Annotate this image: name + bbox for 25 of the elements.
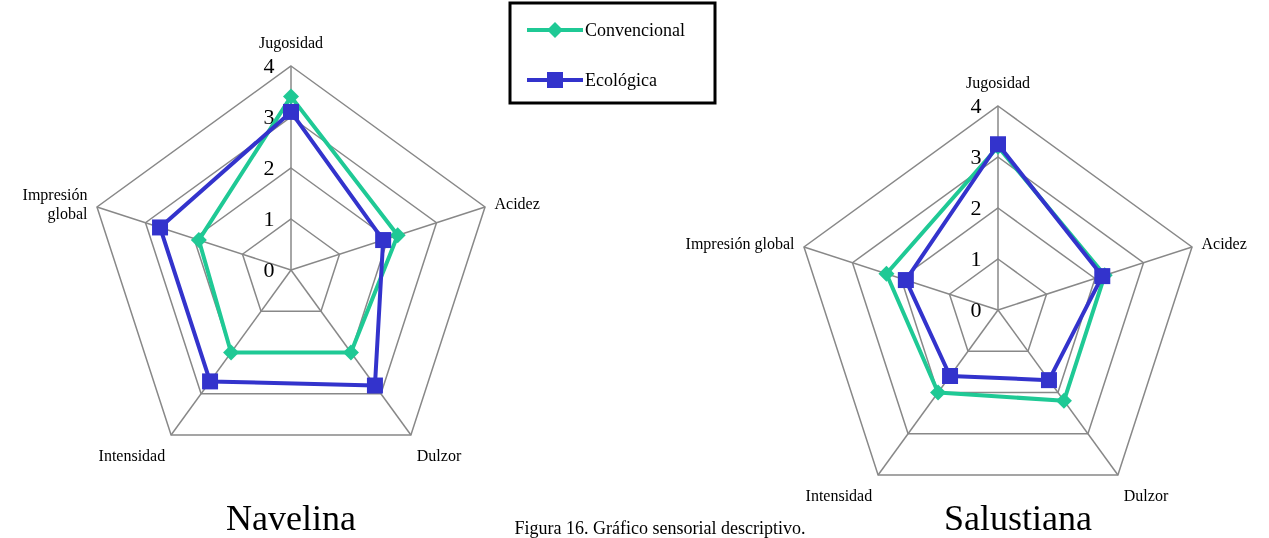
y-tick-label: 2 <box>263 155 275 180</box>
spoke-label: Intensidad <box>98 447 166 465</box>
spoke-label: Dulzor <box>416 447 462 465</box>
y-tick-label: 4 <box>263 53 275 78</box>
spoke-label: Dulzor <box>1123 487 1169 505</box>
text: Figura 16. Gráfico sensorial descriptivo. <box>514 518 806 538</box>
y-tick-label: 3 <box>970 144 982 169</box>
text: Navelina <box>226 498 356 538</box>
spoke-label: Jugosidad <box>259 34 323 52</box>
y-tick-label: 1 <box>263 206 275 231</box>
text: Salustiana <box>944 498 1092 538</box>
spoke-label: Acidez <box>494 194 540 212</box>
spoke-label: Acidez <box>1201 234 1247 252</box>
y-tick-label: 0 <box>970 297 982 322</box>
y-tick-label: 0 <box>263 257 275 282</box>
y-tick-label: 3 <box>263 104 275 129</box>
spoke-label: Impresión global <box>685 234 796 253</box>
spoke-label: Intensidad <box>805 487 873 505</box>
y-tick-label: 2 <box>970 195 982 220</box>
legend-label: Ecológica <box>585 70 657 90</box>
y-tick-label: 1 <box>970 246 982 271</box>
spoke-label: Jugosidad <box>966 74 1030 92</box>
legend-label: Convencional <box>585 20 685 40</box>
spoke-label: Impresión global <box>22 185 89 223</box>
y-tick-label: 4 <box>970 93 982 118</box>
